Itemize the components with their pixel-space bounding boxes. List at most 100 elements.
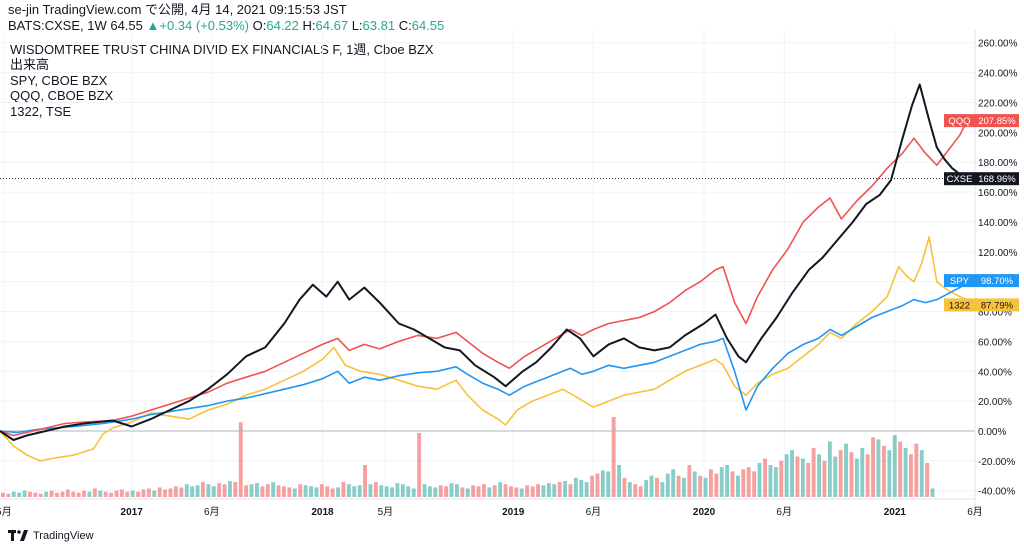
volume-bar <box>849 452 854 497</box>
volume-bar <box>676 475 681 497</box>
series-tag-bg <box>944 274 975 288</box>
volume-bar <box>622 477 627 497</box>
volume-bar <box>357 485 362 497</box>
volume-bar <box>482 484 486 497</box>
price-axis[interactable]: 260.00% 240.00% 220.00% 200.00% 180.00% 160.0… <box>978 39 1018 498</box>
up-arrow-icon: ▲ <box>146 18 160 33</box>
volume-bar <box>428 486 432 497</box>
volume-bar <box>438 485 443 497</box>
volume-bar <box>844 443 848 497</box>
volume-bar <box>530 486 535 497</box>
volume-bar <box>573 477 578 497</box>
time-axis-label: 6月 <box>967 506 983 518</box>
price-axis-label: 60.00% <box>978 337 1012 348</box>
price-axis-label: 180.00% <box>978 158 1018 169</box>
tradingview-brand[interactable]: TradingView <box>33 530 94 542</box>
volume-bar <box>465 488 470 497</box>
volume-bar <box>114 490 119 497</box>
volume-bar <box>76 492 81 497</box>
volume-bar <box>909 454 913 497</box>
volume-bar <box>773 467 778 497</box>
series-tag-value: 98.70% <box>981 276 1014 287</box>
time-axis-label: 2020 <box>693 507 716 518</box>
volume-bar <box>211 486 216 497</box>
volume-bar <box>406 486 411 497</box>
time-axis-label: 2021 <box>884 507 907 518</box>
volume-bar <box>536 484 540 497</box>
legend-1322[interactable]: 1322, TSE <box>10 103 72 119</box>
time-axis-label: 2017 <box>121 507 144 518</box>
time-axis[interactable]: 5月 2017 6月 2018 5月 2019 6月 2020 6月 2021 6月 <box>0 506 983 518</box>
volume-bar <box>660 482 665 497</box>
volume-bar <box>811 447 816 497</box>
value-tag-bg <box>975 114 1019 128</box>
volume-bar <box>563 481 567 497</box>
legend-main-symbol[interactable]: WISDOMTREE TRUST CHINA DIVID EX FINANCIA… <box>10 42 434 57</box>
volume-bar <box>455 484 459 497</box>
volume-bar <box>644 479 649 497</box>
volume-bar <box>865 454 870 497</box>
volume-bar <box>627 482 632 497</box>
volume-bar <box>238 422 243 497</box>
volume-bar <box>298 484 303 497</box>
volume-bar <box>60 491 65 497</box>
legend-volume[interactable]: 出来高 <box>10 57 50 73</box>
volume-bar <box>671 469 676 497</box>
volume-bar <box>206 484 211 497</box>
volume-bar <box>119 489 124 497</box>
volume-bar <box>292 488 297 497</box>
close-label: C: <box>398 18 412 33</box>
volume-bar <box>373 482 378 497</box>
volume-bar <box>471 485 476 497</box>
series-line-qqq <box>0 120 969 437</box>
price-chart[interactable]: 260.00% 240.00% 220.00% 200.00% 180.00% 160.0… <box>0 0 1024 530</box>
legend-spy[interactable]: SPY, CBOE BZX <box>10 72 108 88</box>
volume-bar <box>417 433 422 497</box>
volume-bar <box>157 487 162 497</box>
volume-bar <box>833 456 838 497</box>
volume-bar <box>82 490 86 497</box>
high-value: 64.67 <box>315 18 349 33</box>
volume-bar <box>503 484 508 497</box>
volume-bar <box>152 490 157 497</box>
volume-bar <box>325 486 330 497</box>
volume-bar <box>33 492 38 497</box>
series-lines <box>0 83 969 462</box>
legend-qqq[interactable]: QQQ, CBOE BZX <box>10 88 114 104</box>
volume-bar <box>806 462 811 497</box>
price-axis-label: 120.00% <box>978 248 1018 259</box>
volume-bar <box>309 486 313 497</box>
volume-bar <box>914 443 919 497</box>
volume-bar <box>201 482 205 497</box>
volume-bar <box>249 484 254 497</box>
volume-bar <box>352 486 357 497</box>
volume-bar <box>525 485 530 497</box>
volume-bar <box>265 484 270 497</box>
volume-bar <box>698 475 703 497</box>
price-axis-label: 240.00% <box>978 69 1018 80</box>
volume-bar <box>871 437 875 497</box>
volume-bar <box>903 447 908 497</box>
volume-bar <box>71 491 76 497</box>
volume-bar <box>546 483 551 497</box>
volume-bar <box>498 482 503 497</box>
volume-bars <box>1 417 935 497</box>
time-axis-label: 5月 <box>378 506 394 518</box>
volume-bar <box>98 490 103 497</box>
volume-bar <box>649 475 654 497</box>
volume-bar <box>919 450 924 497</box>
volume-bar <box>449 483 454 497</box>
volume-bar <box>736 475 740 497</box>
volume-bar <box>141 489 146 497</box>
volume-bar <box>541 485 546 497</box>
volume-bar <box>38 493 43 497</box>
last-value-tag-qqq: QQQ 207.85% <box>944 114 1019 128</box>
series-tag-label: SPY <box>950 276 970 287</box>
price-axis-label: 20.00% <box>978 397 1012 408</box>
volume-bar <box>103 491 108 497</box>
volume-bar <box>384 486 389 497</box>
volume-bar <box>763 458 767 497</box>
volume-bar <box>600 470 605 497</box>
close-value: 64.55 <box>411 18 445 33</box>
volume-bar <box>163 489 167 497</box>
